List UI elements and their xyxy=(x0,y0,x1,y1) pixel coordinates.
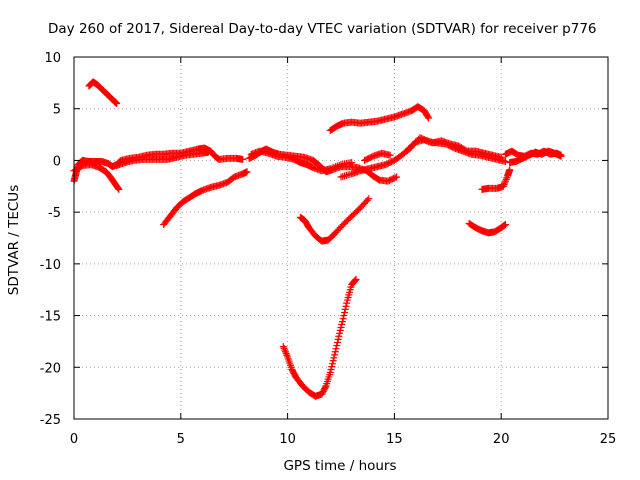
x-tick-label: 0 xyxy=(70,432,78,447)
data-point xyxy=(352,275,360,283)
data-point xyxy=(331,348,339,356)
data-point xyxy=(501,221,509,229)
x-tick-label: 10 xyxy=(279,432,296,447)
data-point xyxy=(506,166,514,174)
chart-title: Day 260 of 2017, Sidereal Day-to-day VTE… xyxy=(48,21,597,37)
data-point xyxy=(499,182,507,190)
x-axis-label: GPS time / hours xyxy=(283,458,396,474)
x-tick-label: 15 xyxy=(386,432,403,447)
x-tick-labels: 0 5 10 15 20 25 xyxy=(70,432,616,447)
x-tick-label: 25 xyxy=(600,432,617,447)
series-arc-h xyxy=(296,195,373,245)
y-tick-label: 10 xyxy=(44,51,61,66)
data-point xyxy=(331,351,339,359)
data-point xyxy=(425,114,433,122)
data-point xyxy=(393,173,401,181)
series-arc-j xyxy=(326,103,433,134)
series-arc-i xyxy=(279,275,360,400)
plot-frame xyxy=(73,56,609,420)
data-point xyxy=(342,302,350,310)
data-series xyxy=(70,78,565,400)
data-point xyxy=(497,153,505,161)
data-point xyxy=(351,277,359,285)
data-point xyxy=(340,312,348,320)
series-arc-g xyxy=(247,147,356,175)
data-point xyxy=(280,344,288,352)
data-point xyxy=(281,346,289,354)
data-point xyxy=(365,195,373,203)
y-tick-label: -20 xyxy=(40,361,61,376)
data-point xyxy=(281,348,289,356)
data-point xyxy=(501,179,509,187)
series-arc-c xyxy=(70,161,123,193)
y-axis-label: SDTVAR / TECUs xyxy=(6,185,22,295)
data-point xyxy=(386,151,394,159)
data-point xyxy=(321,383,329,391)
data-point xyxy=(501,157,509,165)
y-tick-label: 0 xyxy=(53,154,61,169)
series-arc-n xyxy=(465,220,509,237)
data-point xyxy=(333,338,341,346)
data-point xyxy=(333,342,341,350)
data-point xyxy=(282,349,290,357)
data-point xyxy=(557,152,565,160)
y-tick-label: -5 xyxy=(48,206,61,221)
data-point xyxy=(391,174,399,182)
x-tick-label: 5 xyxy=(177,432,185,447)
data-point xyxy=(334,335,342,343)
data-point xyxy=(114,184,122,192)
y-tick-label: -10 xyxy=(40,258,61,273)
y-tick-label: -15 xyxy=(40,310,61,325)
data-point xyxy=(339,315,347,323)
series-arc-e xyxy=(160,168,251,229)
series-arc-d xyxy=(113,148,213,170)
data-point xyxy=(500,181,508,189)
data-point xyxy=(113,100,121,108)
x-tick-label: 20 xyxy=(493,432,510,447)
data-point xyxy=(351,276,359,284)
series-arc-q xyxy=(506,147,565,166)
data-point xyxy=(332,345,340,353)
data-point xyxy=(343,299,351,307)
y-tick-label: 5 xyxy=(53,103,61,118)
grid-lines xyxy=(74,57,608,419)
y-tick-labels: 10 5 0 -5 -10 -15 -20 -25 xyxy=(40,51,61,428)
data-point xyxy=(341,308,349,316)
data-point xyxy=(205,148,213,156)
series-arc-a xyxy=(85,78,121,108)
data-point xyxy=(243,168,251,176)
data-point xyxy=(502,175,510,183)
series-arc-o xyxy=(478,166,514,193)
axis-ticks xyxy=(73,56,609,420)
data-point xyxy=(501,177,509,185)
data-point xyxy=(363,196,371,204)
series-arc-m xyxy=(403,136,505,161)
data-point xyxy=(424,113,432,121)
data-point xyxy=(115,185,123,193)
data-point xyxy=(283,351,291,359)
data-point xyxy=(279,343,287,351)
data-point xyxy=(348,158,356,166)
data-point xyxy=(341,305,349,313)
y-tick-label: -25 xyxy=(40,413,61,428)
series-arc-l xyxy=(360,149,394,164)
data-point xyxy=(239,155,247,163)
